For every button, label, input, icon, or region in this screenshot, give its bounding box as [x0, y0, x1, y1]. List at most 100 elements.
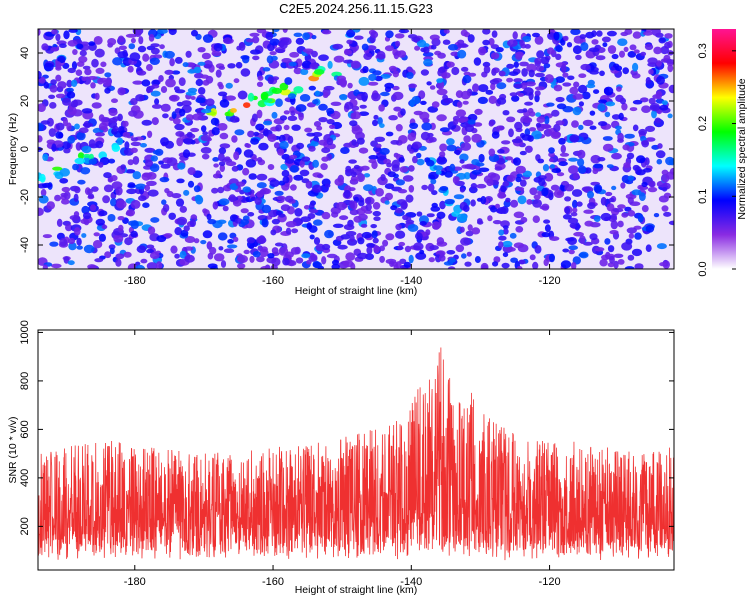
heatmap-cell — [531, 130, 542, 140]
heatmap-cell — [562, 82, 572, 87]
heatmap-cell — [540, 56, 550, 65]
heatmap-cell — [38, 70, 42, 80]
heatmap-cell — [138, 195, 147, 202]
heatmap-cell — [549, 164, 556, 169]
heatmap-cell — [313, 121, 322, 127]
heatmap-cell — [468, 72, 477, 77]
heatmap-cell — [279, 115, 288, 121]
heatmap-cell — [645, 244, 652, 252]
heatmap-cell — [217, 219, 227, 224]
heatmap-cell — [311, 35, 317, 40]
heatmap-cell — [631, 189, 642, 196]
heatmap-cell — [605, 101, 616, 107]
heatmap-cell — [502, 181, 510, 187]
heatmap-cell — [61, 186, 71, 193]
heatmap-cell — [395, 223, 402, 231]
heatmap-cell — [202, 131, 209, 136]
heatmap-cell — [421, 122, 433, 131]
heatmap-cell — [350, 112, 357, 120]
heatmap-cell — [252, 251, 261, 258]
heatmap-cell — [372, 202, 381, 210]
heatmap-cell — [538, 177, 546, 187]
heatmap-cell — [160, 163, 171, 169]
heatmap-cell — [632, 31, 642, 39]
heatmap-cell — [197, 61, 206, 66]
heatmap-cell — [362, 66, 369, 73]
heatmap-cell — [76, 43, 84, 50]
heatmap-cell — [353, 164, 360, 170]
heatmap-cell — [115, 186, 123, 196]
heatmap-cell — [256, 173, 268, 181]
heatmap-cell — [337, 244, 348, 250]
heatmap-cell — [209, 246, 217, 255]
heatmap-cell — [426, 159, 435, 167]
heatmap-cell — [407, 224, 419, 232]
heatmap-cell — [107, 214, 116, 222]
heatmap-cell — [565, 237, 575, 242]
heatmap-cell — [93, 36, 103, 45]
heatmap-cell — [384, 45, 395, 52]
heatmap-cell — [212, 157, 220, 162]
heatmap-cell — [641, 105, 651, 113]
heatmap-cell — [399, 166, 409, 173]
heatmap-cell — [414, 45, 421, 51]
heatmap-cell — [290, 110, 296, 116]
heatmap-cell — [375, 188, 384, 197]
heatmap-cell — [268, 209, 278, 218]
heatmap-cell — [493, 256, 501, 263]
heatmap-cell — [349, 209, 359, 216]
heatmap-cell — [596, 47, 606, 53]
heatmap-cell — [271, 111, 278, 119]
heatmap-cell — [395, 207, 403, 214]
heatmap-cell — [588, 47, 600, 52]
heatmap-cell — [151, 84, 160, 89]
heatmap-cell — [218, 84, 224, 90]
heatmap-cell — [535, 122, 542, 128]
heatmap-cell — [386, 162, 393, 168]
heatmap-cell — [258, 235, 266, 244]
heatmap-cell — [346, 29, 356, 38]
heatmap-cell — [496, 82, 507, 90]
y-tick-label: 20 — [19, 95, 31, 107]
heatmap-cell — [182, 138, 193, 144]
snr-frame — [37, 329, 675, 571]
heatmap-cell — [313, 219, 323, 226]
heatmap-cell — [50, 47, 60, 52]
heatmap-cell — [336, 201, 347, 211]
heatmap-cell — [551, 109, 560, 117]
heatmap-cell — [495, 203, 500, 209]
heatmap-cell — [201, 125, 207, 133]
heatmap-cell — [428, 171, 439, 180]
heatmap-cell — [351, 139, 357, 146]
heatmap-cell — [302, 48, 314, 53]
heatmap-cell — [593, 184, 603, 193]
heatmap-cell — [415, 232, 423, 240]
heatmap-cell — [157, 29, 168, 34]
heatmap-cell — [51, 143, 57, 152]
heatmap-cell — [581, 186, 591, 192]
heatmap-cell — [379, 255, 385, 263]
heatmap-cell — [265, 31, 274, 41]
heatmap-cell — [550, 184, 560, 191]
heatmap-cell — [397, 189, 408, 194]
heatmap-cell — [534, 245, 542, 254]
heatmap-cell — [184, 236, 196, 243]
heatmap-cell — [308, 85, 316, 91]
heatmap-cell — [548, 192, 554, 201]
heatmap-cell — [568, 249, 575, 255]
heatmap-cell — [231, 135, 238, 143]
heatmap-cell — [263, 120, 273, 126]
heatmap-xlabel: Height of straight line (km) — [295, 285, 418, 297]
x-tick-label: -140 — [400, 576, 422, 588]
heatmap-cell — [280, 204, 291, 212]
heatmap-cell — [326, 253, 338, 259]
heatmap-cell — [524, 101, 534, 106]
heatmap-cell — [496, 207, 507, 214]
y-tick-label: 200 — [19, 517, 31, 535]
heatmap-cell — [627, 210, 636, 217]
heatmap-cell — [494, 166, 503, 171]
heatmap-cell — [525, 81, 536, 87]
heatmap-cell — [159, 176, 170, 183]
heatmap-cell — [146, 64, 153, 71]
heatmap-cell — [213, 163, 219, 168]
